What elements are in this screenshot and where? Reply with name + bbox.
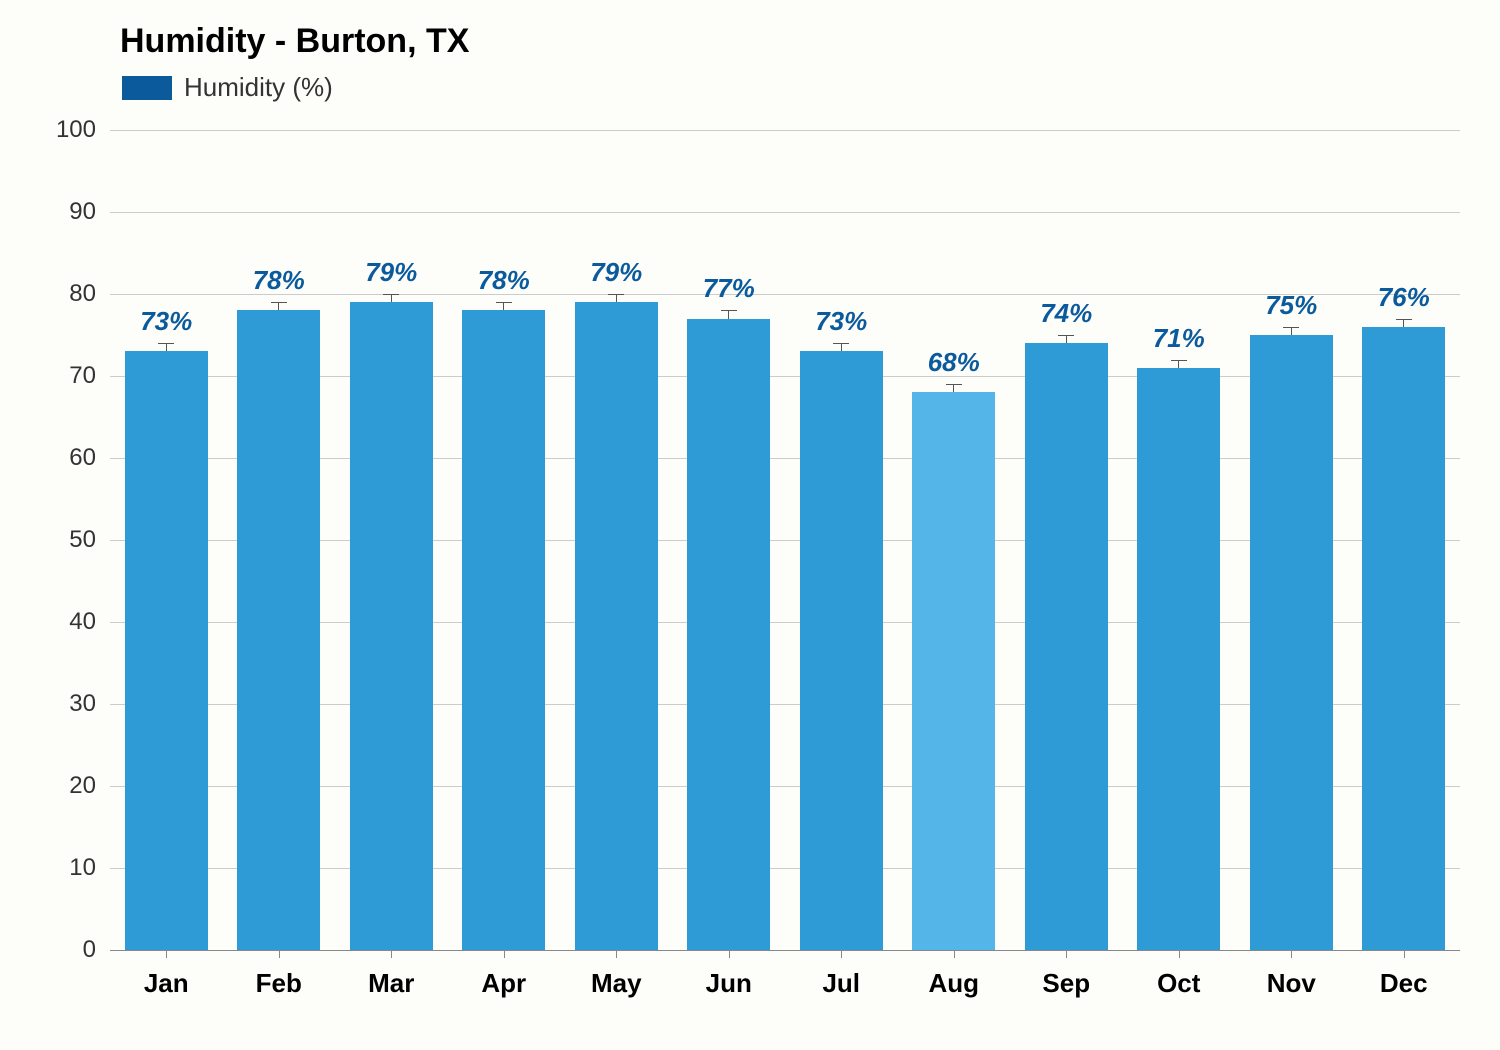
whisker-stem	[1291, 327, 1292, 335]
whisker-stem	[616, 294, 617, 302]
bar-value-label: 73%	[815, 306, 867, 337]
x-tick-mark	[1404, 950, 1405, 958]
whisker-stem	[166, 343, 167, 351]
bar-slot: 68%Aug	[898, 130, 1011, 950]
x-tick-mark	[391, 950, 392, 958]
whisker-stem	[503, 302, 504, 310]
bar	[912, 392, 995, 950]
y-tick-label: 60	[69, 444, 110, 472]
bar-value-label: 77%	[703, 273, 755, 304]
chart-legend: Humidity (%)	[122, 72, 333, 103]
whisker-cap	[158, 343, 174, 344]
whisker-cap	[496, 302, 512, 303]
bar-slot: 73%Jul	[785, 130, 898, 950]
x-tick-mark	[1179, 950, 1180, 958]
y-tick-label: 30	[69, 690, 110, 718]
bar-slot: 73%Jan	[110, 130, 223, 950]
whisker-cap	[1396, 319, 1412, 320]
x-tick-mark	[841, 950, 842, 958]
legend-swatch	[122, 76, 172, 100]
bar-value-label: 79%	[590, 257, 642, 288]
x-tick-mark	[616, 950, 617, 958]
chart-title: Humidity - Burton, TX	[120, 22, 469, 61]
whisker-stem	[841, 343, 842, 351]
whisker-stem	[1403, 319, 1404, 327]
whisker-stem	[1066, 335, 1067, 343]
whisker-cap	[833, 343, 849, 344]
whisker-cap	[383, 294, 399, 295]
whisker-cap	[946, 384, 962, 385]
y-tick-label: 10	[69, 854, 110, 882]
whisker-cap	[271, 302, 287, 303]
whisker-stem	[953, 384, 954, 392]
whisker-stem	[728, 310, 729, 318]
bar	[462, 310, 545, 950]
x-tick-mark	[1291, 950, 1292, 958]
bar	[687, 319, 770, 950]
bar	[575, 302, 658, 950]
bar-value-label: 75%	[1265, 290, 1317, 321]
y-tick-label: 100	[56, 116, 110, 144]
whisker-cap	[1283, 327, 1299, 328]
x-axis	[110, 950, 1460, 951]
humidity-chart: Humidity - Burton, TX Humidity (%) 0 10 20…	[0, 0, 1500, 1050]
y-tick-label: 70	[69, 362, 110, 390]
bar-value-label: 74%	[1040, 298, 1092, 329]
x-tick-mark	[504, 950, 505, 958]
bar	[800, 351, 883, 950]
bar-slot: 77%Jun	[673, 130, 786, 950]
bar-slot: 71%Oct	[1123, 130, 1236, 950]
bar-value-label: 71%	[1153, 323, 1205, 354]
bar-value-label: 78%	[478, 265, 530, 296]
whisker-stem	[391, 294, 392, 302]
bar-slot: 79%May	[560, 130, 673, 950]
y-tick-label: 90	[69, 198, 110, 226]
bar	[237, 310, 320, 950]
x-tick-mark	[954, 950, 955, 958]
bar-value-label: 79%	[365, 257, 417, 288]
whisker-cap	[608, 294, 624, 295]
y-tick-label: 50	[69, 526, 110, 554]
bar-slot: 79%Mar	[335, 130, 448, 950]
whisker-stem	[278, 302, 279, 310]
y-tick-label: 0	[83, 936, 110, 964]
bar-slot: 78%Feb	[223, 130, 336, 950]
bar-value-label: 78%	[253, 265, 305, 296]
x-tick-mark	[279, 950, 280, 958]
bar-slot: 74%Sep	[1010, 130, 1123, 950]
bar	[125, 351, 208, 950]
bar-slot: 76%Dec	[1348, 130, 1461, 950]
x-tick-mark	[166, 950, 167, 958]
x-tick-mark	[729, 950, 730, 958]
bar-value-label: 68%	[928, 347, 980, 378]
whisker-cap	[1171, 360, 1187, 361]
whisker-cap	[1058, 335, 1074, 336]
legend-label: Humidity (%)	[184, 72, 333, 103]
bar	[1250, 335, 1333, 950]
y-tick-label: 80	[69, 280, 110, 308]
bar-slot: 78%Apr	[448, 130, 561, 950]
bar	[1137, 368, 1220, 950]
plot-area: 010203040506070809010073%Jan78%Feb79%Mar…	[110, 130, 1460, 950]
y-tick-label: 20	[69, 772, 110, 800]
bar-value-label: 73%	[140, 306, 192, 337]
bar-value-label: 76%	[1378, 282, 1430, 313]
y-tick-label: 40	[69, 608, 110, 636]
x-tick-mark	[1066, 950, 1067, 958]
whisker-cap	[721, 310, 737, 311]
bar	[350, 302, 433, 950]
bar	[1362, 327, 1445, 950]
bar	[1025, 343, 1108, 950]
whisker-stem	[1178, 360, 1179, 368]
bar-slot: 75%Nov	[1235, 130, 1348, 950]
